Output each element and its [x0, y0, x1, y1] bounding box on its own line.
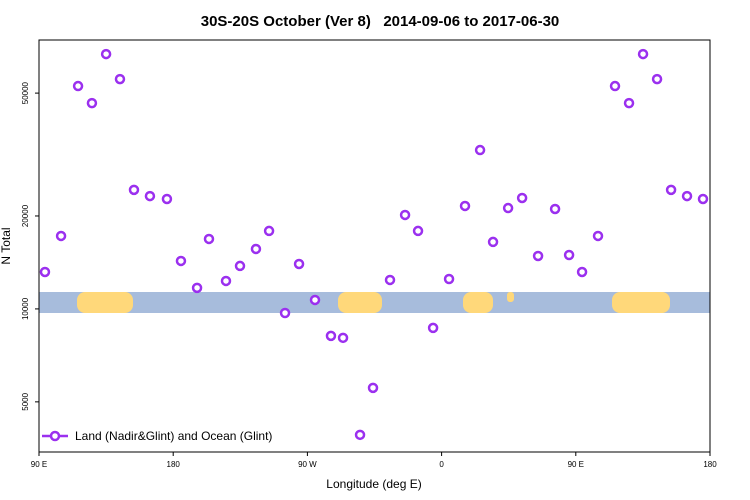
y-axis-label: N Total	[0, 227, 13, 264]
point	[427, 322, 439, 334]
legend-label: Land (Nadir&Glint) and Ocean (Glint)	[75, 429, 272, 443]
point	[144, 190, 156, 202]
point	[502, 202, 514, 214]
point	[161, 193, 173, 205]
point	[665, 184, 677, 196]
land-region	[463, 292, 493, 313]
point	[279, 307, 291, 319]
x-tick-label: 90 E	[568, 460, 584, 469]
point	[516, 192, 528, 204]
point	[325, 330, 337, 342]
land-region	[77, 292, 133, 313]
point	[443, 273, 455, 285]
plot-frame	[38, 39, 711, 453]
point	[354, 429, 366, 441]
point	[637, 48, 649, 60]
point	[399, 209, 411, 221]
point	[39, 266, 51, 278]
point	[474, 144, 486, 156]
point	[651, 73, 663, 85]
point	[191, 282, 203, 294]
point	[609, 80, 621, 92]
x-tick-label: 90 E	[31, 460, 47, 469]
land-region	[507, 292, 514, 302]
y-tick-label: 10000	[21, 297, 30, 320]
point	[203, 233, 215, 245]
y-tick-label: 50000	[21, 81, 30, 104]
point	[100, 48, 112, 60]
point	[175, 255, 187, 267]
point	[250, 243, 262, 255]
x-tick-label: 180	[167, 460, 181, 469]
x-axis-label: Longitude (deg E)	[326, 477, 421, 491]
point	[128, 184, 140, 196]
point	[293, 258, 305, 270]
point	[114, 73, 126, 85]
point	[697, 193, 709, 205]
point	[592, 230, 604, 242]
x-tick-label: 180	[703, 460, 717, 469]
chart-title: 30S-20S October (Ver 8) 2014-09-06 to 20…	[201, 13, 560, 30]
point	[55, 230, 67, 242]
surface-band	[39, 292, 710, 313]
point	[532, 250, 544, 262]
y-tick-label: 5000	[21, 392, 30, 410]
land-region	[612, 292, 670, 313]
point	[234, 260, 246, 272]
point	[337, 332, 349, 344]
legend-marker	[49, 430, 61, 442]
point	[72, 80, 84, 92]
land-region	[338, 292, 382, 313]
point	[412, 225, 424, 237]
point	[86, 97, 98, 109]
point	[220, 275, 232, 287]
point	[309, 294, 321, 306]
point	[563, 249, 575, 261]
y-tick-label: 20000	[21, 204, 30, 227]
point	[549, 203, 561, 215]
point	[263, 225, 275, 237]
point	[487, 236, 499, 248]
point	[681, 190, 693, 202]
x-tick-label: 90 W	[298, 460, 317, 469]
point	[623, 97, 635, 109]
point	[576, 266, 588, 278]
point	[367, 382, 379, 394]
x-tick-label: 0	[439, 460, 444, 469]
point	[384, 274, 396, 286]
point	[459, 200, 471, 212]
